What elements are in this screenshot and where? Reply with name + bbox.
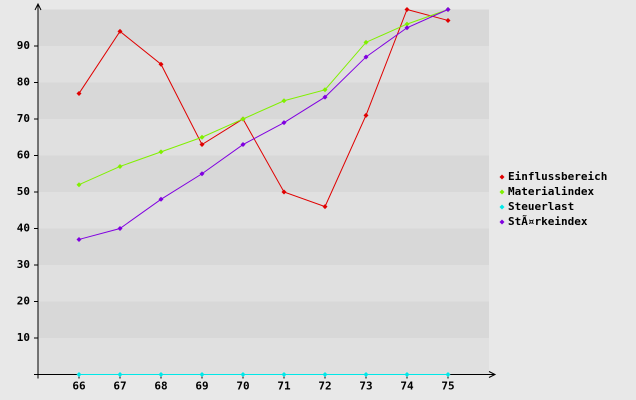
x-tick-label: 70 — [236, 380, 249, 393]
point — [322, 204, 328, 210]
point — [199, 372, 205, 377]
legend-label: Einflussbereich — [508, 170, 607, 183]
point — [322, 372, 328, 377]
y-tick-label: 80 — [17, 76, 30, 89]
point — [322, 87, 328, 93]
x-tick-label: 67 — [113, 380, 126, 393]
legend-marker — [499, 174, 505, 180]
point — [199, 171, 205, 177]
y-tick-label: 30 — [17, 258, 30, 271]
grid-band — [38, 338, 489, 375]
x-tick-label: 71 — [277, 380, 291, 393]
y-tick-label: 50 — [17, 185, 30, 198]
x-tick-label: 68 — [154, 380, 167, 393]
point — [158, 61, 164, 67]
point — [445, 17, 451, 23]
point — [404, 25, 410, 31]
point — [158, 372, 164, 377]
series-line — [78, 8, 449, 208]
point — [363, 112, 369, 118]
point — [445, 372, 451, 377]
point — [281, 189, 287, 195]
grid-band — [38, 155, 489, 192]
point — [76, 182, 82, 188]
x-tick-label: 66 — [72, 380, 86, 393]
y-tick-label: 40 — [17, 222, 30, 235]
point — [404, 372, 410, 377]
x-tick-label: 74 — [400, 380, 414, 393]
point — [363, 39, 369, 45]
grid-band — [38, 228, 489, 265]
grid-band — [38, 46, 489, 83]
point — [281, 98, 287, 104]
point — [158, 149, 164, 155]
series-line — [78, 9, 449, 240]
point — [76, 236, 82, 242]
point — [199, 134, 205, 140]
y-tick-label: 10 — [17, 331, 30, 344]
point — [117, 226, 123, 231]
point — [363, 372, 369, 377]
x-tick-label: 72 — [318, 380, 331, 393]
point — [404, 21, 410, 27]
point — [199, 142, 205, 148]
series-line — [78, 9, 449, 186]
point — [240, 116, 246, 122]
point — [76, 372, 82, 377]
legend-label: StÃ¤rkeindex — [508, 215, 588, 228]
point — [117, 28, 123, 34]
y-axis-arrow — [34, 2, 42, 11]
y-tick-label: 20 — [17, 295, 30, 308]
point — [363, 54, 369, 60]
grid-band — [38, 265, 489, 302]
point — [117, 372, 123, 377]
legend-marker — [499, 189, 505, 195]
x-axis-arrow — [488, 371, 497, 378]
grid-band — [38, 301, 489, 338]
point — [76, 90, 82, 96]
x-tick-label: 73 — [359, 380, 372, 393]
grid-band — [38, 119, 489, 156]
grid-band — [38, 9, 489, 46]
legend-marker — [499, 219, 505, 225]
point — [404, 7, 410, 12]
point — [117, 163, 123, 169]
grid-band — [38, 82, 489, 119]
point — [445, 7, 451, 12]
legend-label: Steuerlast — [508, 200, 574, 213]
point — [240, 372, 246, 377]
legend-marker — [499, 204, 505, 210]
point — [281, 372, 287, 377]
x-tick-label: 69 — [195, 380, 208, 393]
point — [240, 142, 246, 148]
x-tick-label: 75 — [441, 380, 454, 393]
point — [158, 196, 164, 202]
grid-band — [38, 192, 489, 229]
y-tick-label: 70 — [17, 112, 30, 125]
y-tick-label: 60 — [17, 149, 30, 162]
legend-label: Materialindex — [508, 185, 594, 198]
y-tick-label: 90 — [17, 39, 30, 52]
point — [281, 120, 287, 126]
point — [322, 94, 328, 100]
